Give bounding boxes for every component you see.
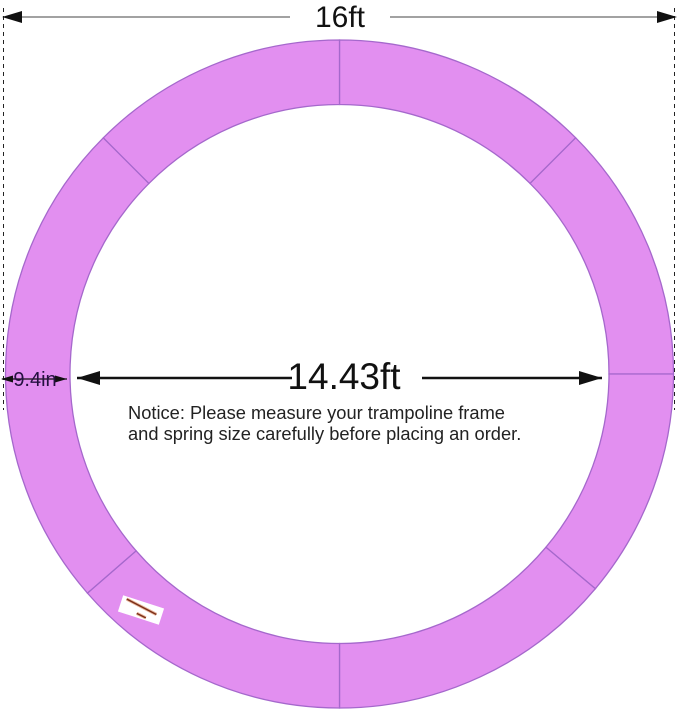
svg-text:16ft: 16ft (315, 1, 366, 34)
svg-text:and spring size carefully befo: and spring size carefully before placing… (128, 423, 521, 444)
svg-text:Notice: Please measure your tr: Notice: Please measure your trampoline f… (128, 402, 505, 423)
svg-text:9.4in: 9.4in (13, 369, 56, 391)
svg-text:14.43ft: 14.43ft (287, 356, 401, 397)
